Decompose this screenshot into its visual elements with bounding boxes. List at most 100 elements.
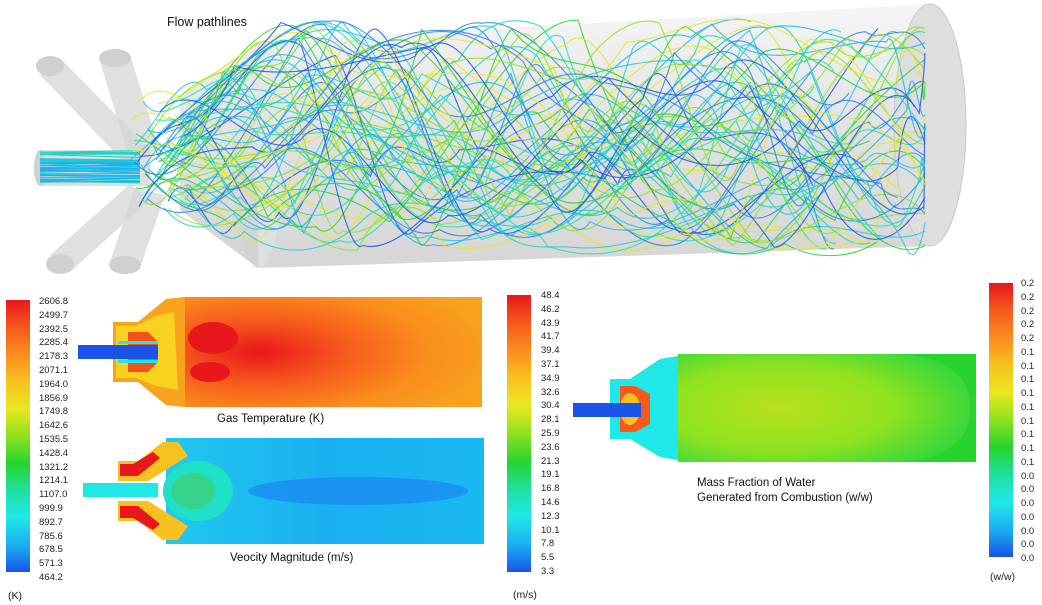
colorbar-tick-label: 34.9 bbox=[541, 372, 560, 384]
pathline bbox=[142, 20, 752, 193]
colorbar-tick-label: 3.3 bbox=[541, 566, 555, 577]
pathline bbox=[174, 30, 926, 220]
colorbar-tick-label: 999.9 bbox=[39, 503, 63, 514]
velocity-caption: Veocity Magnitude (m/s) bbox=[230, 552, 354, 564]
colorbar-tick-label: 785.6 bbox=[39, 530, 63, 542]
velocity-colorbar bbox=[507, 295, 531, 572]
colorbar-tick-label: 0.1 bbox=[1021, 374, 1035, 386]
colorbar-tick-label: 2499.7 bbox=[39, 309, 69, 321]
colorbar-tick-label: 14.6 bbox=[541, 497, 560, 508]
pathlines-title: Flow pathlines bbox=[167, 15, 247, 29]
colorbar-tick-label: 2606.8 bbox=[39, 296, 69, 307]
colorbar-tick-label: 0.0 bbox=[1021, 498, 1035, 509]
colorbar-tick-label: 1535.5 bbox=[39, 434, 69, 445]
colorbar-tick-label: 0.0 bbox=[1021, 470, 1035, 482]
colorbar-tick-label: 16.8 bbox=[541, 483, 560, 495]
colorbar-tick-label: 23.6 bbox=[541, 441, 560, 453]
water-contour bbox=[573, 354, 976, 462]
pathline bbox=[144, 40, 850, 238]
colorbar-tick-label: 5.5 bbox=[541, 552, 555, 564]
pathline bbox=[188, 51, 899, 237]
colorbar-tick-label: 0.1 bbox=[1021, 415, 1035, 427]
pathline bbox=[167, 51, 926, 251]
colorbar-tick-label: 1107.0 bbox=[39, 489, 68, 501]
colorbar-tick-label: 1964.0 bbox=[39, 378, 69, 390]
pathline bbox=[39, 153, 141, 156]
colorbar-tick-label: 678.5 bbox=[39, 544, 63, 556]
colorbar-tick-label: 0.2 bbox=[1021, 278, 1035, 289]
colorbar-tick-label: 46.2 bbox=[541, 303, 560, 315]
pathline bbox=[143, 81, 839, 234]
pathline bbox=[159, 28, 925, 247]
pathline bbox=[138, 25, 897, 227]
colorbar-tick-label: 1642.6 bbox=[39, 420, 69, 432]
pathline bbox=[39, 168, 141, 172]
colorbar-tick-label: 39.4 bbox=[541, 345, 560, 357]
colorbar-tick-label: 0.1 bbox=[1021, 429, 1035, 441]
colorbar-tick-label: 0.0 bbox=[1021, 484, 1035, 496]
pathline bbox=[39, 164, 141, 169]
pathline bbox=[135, 39, 926, 204]
colorbar-tick-label: 0.0 bbox=[1021, 511, 1035, 523]
colorbar-tick-label: 1749.8 bbox=[39, 406, 69, 418]
colorbar-tick-label: 571.3 bbox=[39, 558, 63, 570]
colorbar-tick-label: 0.1 bbox=[1021, 346, 1035, 358]
colorbar-tick-label: 0.1 bbox=[1021, 443, 1035, 454]
water-colorbar bbox=[989, 283, 1013, 557]
pathline bbox=[177, 100, 926, 249]
pathline bbox=[168, 20, 740, 226]
pathline bbox=[181, 37, 926, 255]
water-unit: (w/w) bbox=[990, 571, 1016, 583]
colorbar-tick-label: 7.8 bbox=[541, 538, 555, 550]
colorbar-tick-label: 32.6 bbox=[541, 386, 560, 398]
pathline bbox=[147, 54, 926, 231]
pathline bbox=[139, 54, 926, 235]
pathlines-render bbox=[34, 3, 967, 274]
pathline bbox=[183, 24, 870, 216]
pathline bbox=[39, 169, 141, 173]
temperature-unit: (K) bbox=[8, 590, 22, 602]
colorbar-tick-label: 1428.4 bbox=[39, 447, 69, 459]
pathline bbox=[143, 60, 926, 169]
pathline bbox=[39, 151, 141, 154]
pathline bbox=[172, 38, 926, 191]
colorbar-tick-label: 2071.1 bbox=[39, 365, 69, 376]
pathline bbox=[159, 20, 926, 214]
colorbar-tick-label: 892.7 bbox=[39, 516, 63, 528]
colorbar-tick-label: 2178.3 bbox=[39, 351, 69, 363]
pathline bbox=[184, 41, 926, 199]
colorbar-tick-label: 2392.5 bbox=[39, 323, 69, 335]
pathline bbox=[135, 25, 926, 251]
colorbar-tick-label: 0.1 bbox=[1021, 360, 1035, 372]
colorbar-tick-label: 12.3 bbox=[541, 510, 560, 522]
velocity-contour bbox=[83, 438, 484, 544]
velocity-unit: (m/s) bbox=[513, 589, 537, 601]
colorbar-tick-label: 2285.4 bbox=[39, 337, 69, 349]
colorbar-tick-label: 0.2 bbox=[1021, 305, 1035, 317]
temperature-caption: Gas Temperature (K) bbox=[217, 413, 325, 425]
pathline bbox=[155, 102, 926, 235]
colorbar-tick-label: 21.3 bbox=[541, 455, 560, 467]
pathline bbox=[147, 34, 926, 247]
colorbar-tick-label: 0.2 bbox=[1021, 319, 1035, 331]
pathline bbox=[148, 38, 926, 242]
pathline bbox=[147, 29, 926, 213]
pathline bbox=[186, 73, 926, 255]
pathline bbox=[180, 25, 926, 230]
temperature-contour bbox=[78, 297, 482, 407]
pathline bbox=[144, 23, 926, 231]
colorbar-tick-label: 41.7 bbox=[541, 331, 560, 343]
colorbar-tick-label: 0.1 bbox=[1021, 456, 1035, 468]
colorbar-tick-label: 1321.2 bbox=[39, 461, 69, 473]
pathline bbox=[39, 177, 141, 181]
colorbar-tick-label: 0.1 bbox=[1021, 388, 1035, 399]
pathline bbox=[151, 66, 879, 257]
pathline bbox=[187, 37, 926, 219]
colorbar-tick-label: 0.2 bbox=[1021, 333, 1035, 344]
pathline bbox=[154, 20, 794, 238]
colorbar-tick-label: 25.9 bbox=[541, 428, 560, 439]
pathline bbox=[137, 21, 865, 234]
pathline bbox=[169, 22, 926, 222]
colorbar-tick-label: 0.0 bbox=[1021, 539, 1035, 551]
water-caption-line2: Generated from Combustion (w/w) bbox=[697, 492, 873, 504]
